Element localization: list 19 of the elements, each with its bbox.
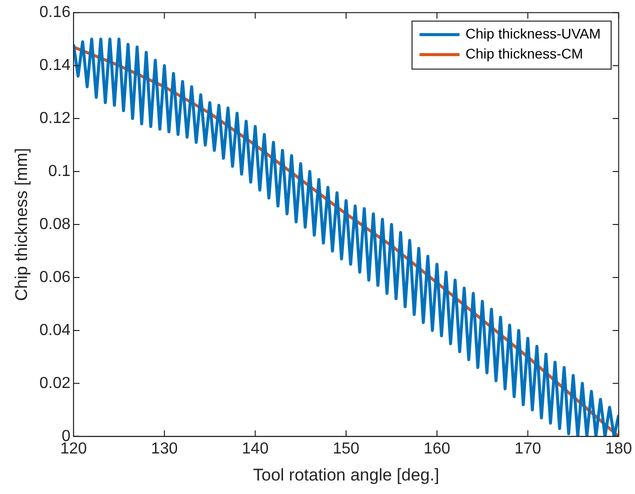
y-tick-label: 0.12 <box>39 110 71 127</box>
y-tick-label: 0.08 <box>39 216 71 233</box>
x-tick-label: 120 <box>60 440 87 458</box>
y-tick-label: 0.04 <box>39 322 71 339</box>
y-tick-label: 0.16 <box>39 4 71 22</box>
x-tick-label: 160 <box>424 440 450 458</box>
y-tick-label: 0.1 <box>48 162 71 180</box>
y-tick-label: 0.02 <box>39 374 71 392</box>
x-tick-label: 130 <box>151 440 178 458</box>
x-tick-label: 140 <box>242 440 269 458</box>
x-axis-title: Tool rotation angle [deg.] <box>253 465 440 484</box>
y-axis-title: Chip thickness [mm] <box>12 148 31 302</box>
y-tick-label: 0.06 <box>39 268 71 286</box>
legend-label: Chip thickness-UVAM <box>466 25 601 42</box>
x-tick-label: 180 <box>605 440 632 458</box>
legend-label: Chip thickness-CM <box>466 45 584 62</box>
x-tick-label: 170 <box>514 440 542 458</box>
x-tick-label: 150 <box>332 440 360 458</box>
y-tick-label: 0.14 <box>39 56 71 74</box>
